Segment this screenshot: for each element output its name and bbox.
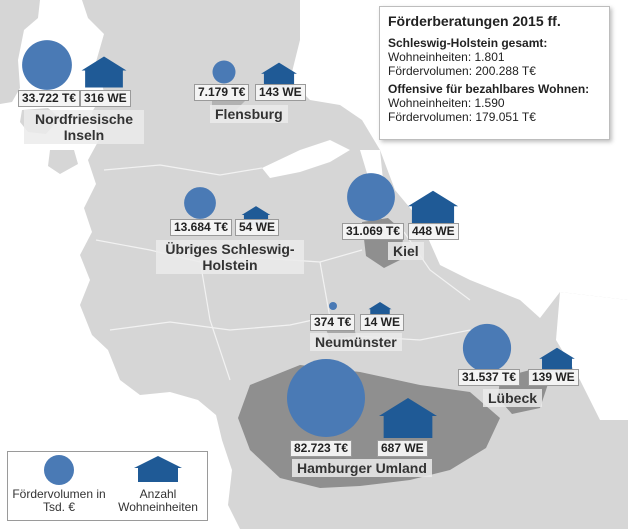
volume-circle-kiel (347, 173, 395, 221)
panel-section2-wohneinheiten: Wohneinheiten: 1.590 (388, 96, 505, 110)
region-name-neumuenster: Neumünster (310, 333, 402, 351)
legend-house-icon (134, 456, 182, 482)
legend-symbols (44, 455, 182, 485)
info-panel: Förderberatungen 2015 ff. Schleswig-Hols… (379, 6, 610, 140)
volume-circle-flensburg (212, 60, 236, 84)
volume-circle-uebriges-sh (184, 187, 216, 219)
house-icon-hamburger-umland (379, 398, 437, 438)
house-icon-kiel (407, 190, 459, 226)
panel-section2-heading: Offensive für bezahlbares Wohnen: (388, 82, 590, 96)
panel-section2-foerdervolumen: Fördervolumen: 179.051 T€ (388, 110, 536, 124)
volume-label-neumuenster: 374 T€ (310, 314, 356, 331)
region-name-luebeck: Lübeck (483, 389, 543, 407)
volume-label-flensburg: 7.179 T€ (194, 84, 250, 101)
legend: Fördervolumen in Tsd. € Anzahl Wohneinhe… (7, 451, 208, 521)
house-icon-nordfriesische-inseln (81, 56, 127, 88)
legend-house-label: Anzahl Wohneinheiten (118, 487, 198, 514)
volume-circle-hamburger-umland (287, 359, 365, 437)
house-icon-neumuenster (368, 302, 392, 318)
house-icon-flensburg (261, 62, 297, 88)
panel-section1-wohneinheiten: Wohneinheiten: 1.801 (388, 50, 505, 64)
panel-title: Förderberatungen 2015 ff. (388, 13, 561, 29)
panel-section1-heading: Schleswig-Holstein gesamt: (388, 36, 548, 50)
volume-circle-luebeck (462, 323, 512, 373)
panel-section1-foerdervolumen: Fördervolumen: 200.288 T€ (388, 64, 536, 78)
region-name-hamburger-umland: Hamburger Umland (292, 459, 432, 477)
units-label-kiel: 448 WE (408, 223, 459, 240)
units-label-flensburg: 143 WE (255, 84, 306, 101)
volume-label-hamburger-umland: 82.723 T€ (290, 440, 353, 457)
units-label-uebriges-sh: 54 WE (235, 219, 280, 236)
units-label-neumuenster: 14 WE (360, 314, 405, 331)
units-label-nordfriesische-inseln: 316 WE (80, 90, 131, 107)
volume-label-luebeck: 31.537 T€ (458, 369, 521, 386)
legend-circle-label: Fördervolumen in Tsd. € (12, 487, 106, 514)
volume-circle-nordfriesische-inseln (22, 40, 72, 90)
region-name-nordfriesische-inseln: Nordfriesische Inseln (24, 110, 144, 144)
house-icon-luebeck (539, 347, 575, 373)
volume-label-uebriges-sh: 13.684 T€ (170, 219, 233, 236)
water-schlei (262, 140, 350, 178)
land-islands (0, 0, 78, 174)
water-luebeck-bay (556, 292, 628, 420)
symbol-layer (22, 40, 575, 438)
volume-circle-neumuenster (329, 302, 337, 310)
region-name-uebriges-sh: Übriges Schleswig-Holstein (156, 240, 304, 274)
units-label-luebeck: 139 WE (528, 369, 579, 386)
volume-label-nordfriesische-inseln: 33.722 T€ (18, 90, 81, 107)
region-name-kiel: Kiel (388, 242, 424, 260)
region-name-flensburg: Flensburg (210, 105, 288, 123)
legend-circle-icon (44, 455, 74, 485)
volume-label-kiel: 31.069 T€ (342, 223, 405, 240)
units-label-hamburger-umland: 687 WE (377, 440, 428, 457)
